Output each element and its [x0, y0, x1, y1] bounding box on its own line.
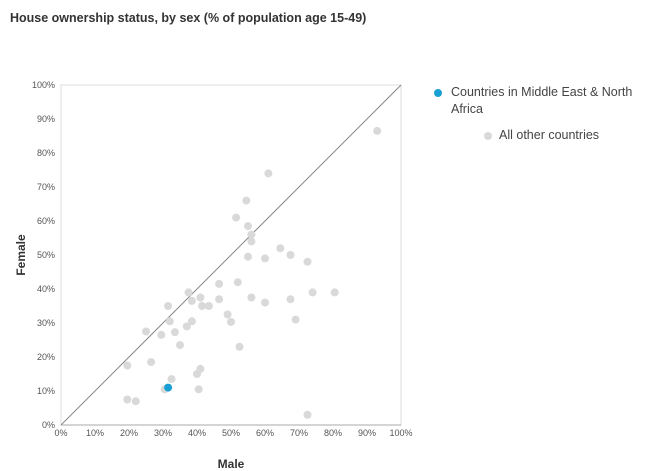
x-tick-label: 40% [188, 428, 206, 438]
data-point-other [276, 244, 285, 253]
data-point-other [142, 327, 150, 336]
x-tick-label: 10% [86, 428, 104, 438]
y-tick-label: 50% [37, 250, 55, 260]
data-point-other [235, 342, 244, 351]
data-point-other [167, 375, 176, 384]
data-point-other [286, 251, 295, 259]
data-point-other [291, 315, 300, 324]
chart-title: House ownership status, by sex (% of pop… [10, 11, 367, 25]
data-point-other [165, 317, 174, 326]
data-point-other [176, 341, 184, 350]
data-point-mena [164, 383, 173, 392]
x-tick-label: 70% [290, 428, 308, 438]
data-point-other [373, 126, 382, 135]
y-tick-label: 30% [37, 318, 55, 328]
data-point-other [193, 370, 201, 378]
data-point-other [123, 395, 132, 404]
y-tick-label: 80% [37, 148, 55, 158]
x-tick-label: 80% [324, 428, 342, 438]
data-point-other [261, 254, 269, 263]
data-point-other [232, 213, 241, 222]
x-tick-label: 60% [256, 428, 274, 438]
y-tick-label: 70% [37, 182, 55, 192]
data-point-other [244, 222, 252, 231]
x-tick-label: 20% [120, 428, 138, 438]
data-point-other [194, 385, 203, 394]
data-point-other [308, 288, 317, 297]
legend-dot-other [484, 132, 492, 140]
data-point-other [303, 410, 312, 419]
data-point-other [247, 293, 256, 302]
data-point-other [303, 257, 312, 266]
data-point-other [157, 330, 166, 339]
x-tick-label: 50% [222, 428, 240, 438]
data-point-other [184, 288, 193, 297]
y-axis-title: Female [14, 234, 28, 276]
data-point-other [223, 310, 232, 319]
data-point-other [164, 302, 173, 310]
data-point-other [196, 293, 205, 302]
data-point-other [131, 397, 140, 406]
data-point-other [233, 278, 242, 287]
x-tick-label: 90% [358, 428, 376, 438]
data-point-other [215, 279, 224, 288]
data-point-other [247, 230, 256, 239]
data-point-other [244, 252, 252, 261]
data-point-other [204, 302, 213, 310]
x-tick-label: 30% [154, 428, 172, 438]
legend-dot-mena [434, 89, 442, 97]
data-point-other [187, 317, 196, 326]
x-tick-label: 100% [389, 428, 412, 438]
data-point-other [170, 328, 179, 337]
data-point-other [187, 296, 196, 305]
x-tick-label: 0% [54, 428, 67, 438]
y-tick-label: 0% [42, 420, 55, 430]
data-point-other [123, 361, 132, 370]
data-point-other [182, 322, 191, 331]
data-point-other [261, 298, 269, 307]
data-point-other [227, 317, 235, 326]
data-point-other [198, 302, 207, 310]
data-point-other [330, 288, 339, 297]
legend-label-other[interactable]: All other countries [499, 128, 600, 142]
data-point-other [147, 358, 156, 367]
y-tick-label: 90% [37, 114, 55, 124]
x-axis-title: Male [218, 457, 245, 471]
data-point-other [247, 237, 256, 246]
data-point-other [286, 295, 295, 304]
y-tick-label: 40% [37, 284, 55, 294]
data-point-other [264, 169, 273, 178]
y-tick-label: 10% [37, 386, 55, 396]
y-tick-label: 60% [37, 216, 55, 226]
data-point-other [215, 295, 224, 304]
legend-label-mena[interactable]: Countries in Middle East & North Africa [451, 85, 633, 116]
reference-diagonal-line [60, 84, 402, 426]
data-point-other [242, 196, 251, 205]
y-tick-label: 20% [37, 352, 55, 362]
y-tick-label: 100% [32, 80, 55, 90]
